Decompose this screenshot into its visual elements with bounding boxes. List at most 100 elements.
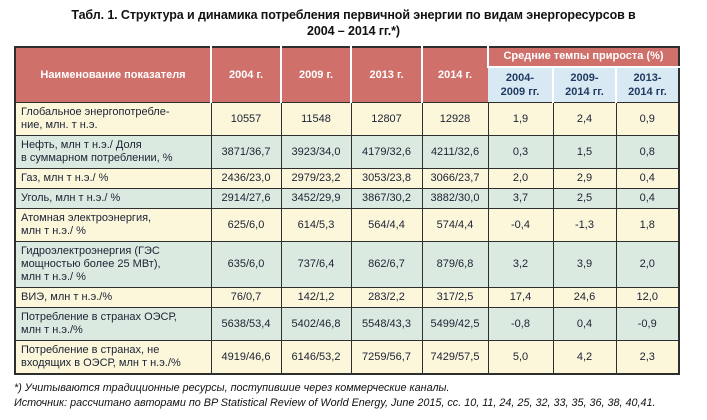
table-row: Нефть, млн т н.э./ Доля в суммарном потр…: [14, 135, 680, 169]
value-cell: 0,9: [615, 102, 680, 136]
value-cell: 76/0,7: [210, 287, 282, 308]
value-cell: 2436/23,0: [210, 168, 282, 189]
value-cell: -0,9: [615, 307, 680, 341]
value-cell: 1,5: [552, 135, 617, 169]
col-header-period-2004-2009: 2004- 2009 гг.: [488, 67, 553, 103]
value-cell: 3,9: [552, 241, 617, 288]
value-cell: 24,6: [552, 287, 617, 308]
col-header-growth-group: Средние темпы прироста (%): [486, 47, 680, 68]
col-header-2014: 2014 г.: [421, 47, 488, 103]
value-cell: 5548/43,3: [350, 307, 423, 341]
table-body: Глобальное энергопотребле- ние, млн. т н…: [14, 102, 680, 375]
value-cell: 12807: [350, 102, 423, 136]
table-row: Глобальное энергопотребле- ние, млн. т н…: [14, 102, 680, 136]
indicator-name-cell: Потребление в странах, не входящих в ОЭС…: [14, 340, 212, 375]
value-cell: 5499/42,5: [421, 307, 489, 341]
value-cell: 614/5,3: [280, 208, 352, 242]
value-cell: 7429/57,5: [421, 340, 489, 375]
value-cell: 3882/30,0: [421, 188, 489, 209]
footnotes: *) Учитываются традиционные ресурсы, пос…: [14, 381, 707, 411]
value-cell: 1,8: [615, 208, 680, 242]
col-header-2013: 2013 г.: [350, 47, 422, 103]
value-cell: 862/6,7: [350, 241, 423, 288]
table-title-line1: Табл. 1. Структура и динамика потреблени…: [71, 8, 636, 22]
value-cell: 2979/23,2: [280, 168, 352, 189]
value-cell: -0,8: [487, 307, 554, 341]
value-cell: 3,2: [487, 241, 554, 288]
value-cell: 2,9: [552, 168, 617, 189]
value-cell: 2,3: [615, 340, 680, 375]
value-cell: 3053/23,8: [350, 168, 423, 189]
value-cell: 574/4,4: [421, 208, 489, 242]
value-cell: -1,3: [552, 208, 617, 242]
footnote-source: Источник: рассчитано авторами по BP Stat…: [14, 397, 656, 409]
value-cell: 3923/34,0: [280, 135, 352, 169]
value-cell: 737/6,4: [280, 241, 352, 288]
value-cell: 0,4: [615, 188, 680, 209]
table-header: Наименование показателя 2004 г. 2009 г. …: [15, 47, 680, 103]
indicator-name-cell: Атомная электроэнергия, млн т н.э./ %: [14, 208, 212, 242]
value-cell: 0,4: [552, 307, 617, 341]
table-title-line2: 2004 – 2014 гг.*): [307, 24, 400, 38]
footnote-asterisk: *) Учитываются традиционные ресурсы, пос…: [14, 382, 450, 394]
indicator-name-cell: Газ, млн т н.э./ %: [14, 168, 212, 189]
table-row: Газ, млн т н.э./ % 2436/23,0 2979/23,2 3053…: [14, 168, 680, 189]
value-cell: 879/6,8: [421, 241, 489, 288]
energy-consumption-table: Наименование показателя 2004 г. 2009 г. …: [14, 46, 681, 375]
value-cell: 2,5: [552, 188, 617, 209]
value-cell: 11548: [280, 102, 352, 136]
value-cell: 317/2,5: [421, 287, 489, 308]
value-cell: 2,4: [552, 102, 617, 136]
col-header-period-2013-2014: 2013- 2014 гг.: [614, 67, 680, 103]
value-cell: 3066/23,7: [421, 168, 489, 189]
value-cell: 4211/32,6: [421, 135, 489, 169]
value-cell: 4919/46,6: [210, 340, 282, 375]
value-cell: 5,0: [487, 340, 554, 375]
col-header-2004: 2004 г.: [210, 47, 281, 103]
value-cell: 625/6,0: [210, 208, 282, 242]
value-cell: 3,7: [487, 188, 554, 209]
col-header-period-2009-2014: 2009- 2014 гг.: [552, 67, 616, 103]
table-row: Атомная электроэнергия, млн т н.э./ % 625…: [14, 208, 680, 242]
value-cell: 5402/46,8: [280, 307, 352, 341]
value-cell: 2914/27,6: [210, 188, 282, 209]
value-cell: 283/2,2: [350, 287, 423, 308]
table-row: Гидроэлектроэнергия (ГЭС мощностью более…: [14, 241, 680, 288]
indicator-name-cell: Уголь, млн т н.э./ %: [14, 188, 212, 209]
value-cell: 5638/53,4: [210, 307, 282, 341]
table-row: Потребление в странах ОЭСР, млн т н.э./%…: [14, 307, 680, 341]
value-cell: 564/4,4: [350, 208, 423, 242]
table-title: Табл. 1. Структура и динамика потреблени…: [0, 0, 707, 39]
value-cell: 3452/29,9: [280, 188, 352, 209]
value-cell: 0,4: [615, 168, 680, 189]
value-cell: 3871/36,7: [210, 135, 282, 169]
value-cell: 2,0: [487, 168, 554, 189]
col-header-2009: 2009 г.: [280, 47, 351, 103]
value-cell: 4,2: [552, 340, 617, 375]
value-cell: -0,4: [487, 208, 554, 242]
value-cell: 17,4: [487, 287, 554, 308]
table-row: Потребление в странах, не входящих в ОЭС…: [14, 340, 680, 375]
indicator-name-cell: ВИЭ, млн т н.э./%: [14, 287, 212, 308]
indicator-name-cell: Гидроэлектроэнергия (ГЭС мощностью более…: [14, 241, 212, 288]
value-cell: 2,0: [615, 241, 680, 288]
value-cell: 0,3: [487, 135, 554, 169]
value-cell: 3867/30,2: [350, 188, 423, 209]
value-cell: 4179/32,6: [350, 135, 423, 169]
value-cell: 0,8: [615, 135, 680, 169]
table-row: Уголь, млн т н.э./ % 2914/27,6 3452/29,9 38…: [14, 188, 680, 209]
indicator-name-cell: Потребление в странах ОЭСР, млн т н.э./%: [14, 307, 212, 341]
value-cell: 10557: [210, 102, 282, 136]
value-cell: 1,9: [487, 102, 554, 136]
value-cell: 6146/53,2: [280, 340, 352, 375]
value-cell: 635/6,0: [210, 241, 282, 288]
value-cell: 12928: [421, 102, 489, 136]
indicator-name-cell: Глобальное энергопотребле- ние, млн. т н…: [14, 102, 212, 136]
table-row: ВИЭ, млн т н.э./% 76/0,7 142/1,2 283/2,2 317…: [14, 287, 680, 308]
value-cell: 12,0: [615, 287, 680, 308]
value-cell: 142/1,2: [280, 287, 352, 308]
value-cell: 7259/56,7: [350, 340, 423, 375]
col-header-indicator: Наименование показателя: [15, 47, 211, 103]
indicator-name-cell: Нефть, млн т н.э./ Доля в суммарном потр…: [14, 135, 212, 169]
